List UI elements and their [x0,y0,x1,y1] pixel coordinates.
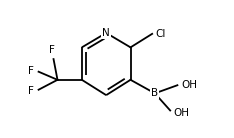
Text: N: N [102,28,110,38]
Text: B: B [151,88,158,98]
Text: F: F [28,66,34,76]
Text: OH: OH [173,108,189,118]
Text: Cl: Cl [156,29,166,39]
Text: F: F [28,86,34,96]
Text: OH: OH [181,80,197,90]
Text: F: F [49,45,55,55]
